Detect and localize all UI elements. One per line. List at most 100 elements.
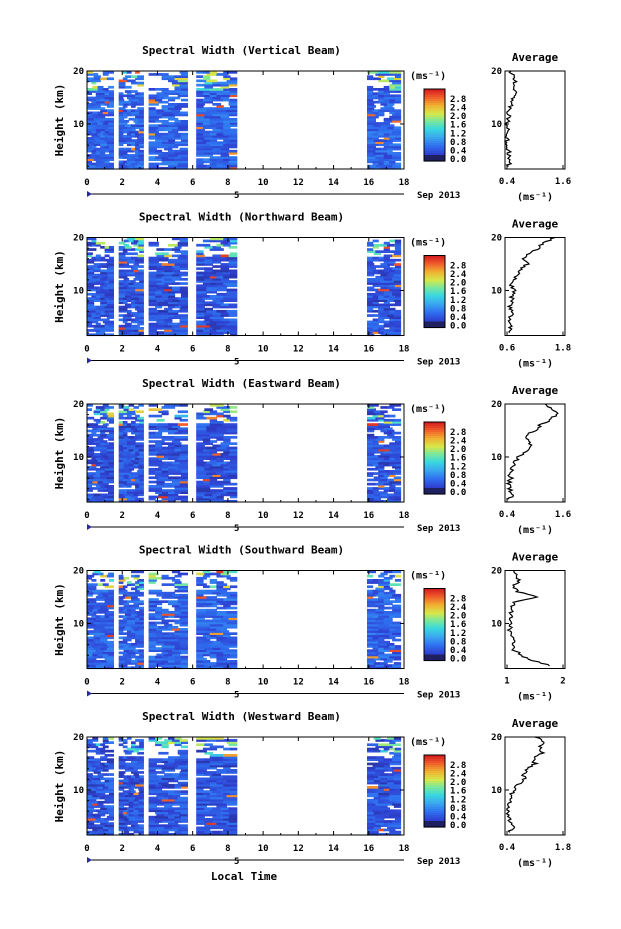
heatmap-cell	[394, 647, 402, 650]
heatmap-cell	[387, 642, 395, 646]
heatmap-cell	[367, 660, 376, 663]
heatmap-cell	[133, 779, 139, 783]
heatmap-cell	[196, 320, 204, 324]
heatmap-cell	[202, 585, 211, 589]
heatmap-cell	[148, 152, 163, 155]
heatmap-cell	[367, 280, 375, 283]
heatmap-cell	[95, 617, 106, 621]
heatmap-cell	[383, 576, 393, 580]
heatmap-cell	[367, 798, 379, 802]
heatmap-cell	[392, 790, 402, 793]
heatmap-cell	[196, 638, 204, 642]
heatmap-cell	[216, 292, 228, 296]
heatmap-cell	[92, 273, 99, 277]
heatmap-cell	[367, 448, 379, 452]
heatmap-cell	[164, 248, 173, 251]
heatmap-cell	[155, 830, 163, 834]
heatmap-cell	[378, 653, 390, 657]
heatmap-cell	[137, 137, 144, 140]
heatmap-cell	[118, 474, 125, 477]
heatmap-cell	[126, 617, 132, 621]
colorbar-floor	[424, 654, 445, 661]
heatmap-cell	[209, 90, 218, 93]
heatmap-cell	[122, 786, 128, 789]
heatmap-cell	[148, 790, 156, 793]
heatmap-cell	[161, 596, 176, 599]
heatmap-cell	[97, 85, 104, 89]
heatmap-cell	[373, 147, 381, 151]
heatmap-cell	[87, 803, 93, 806]
heatmap-cell	[196, 75, 204, 78]
heatmap-cell	[131, 769, 138, 772]
heatmap-cell	[171, 570, 181, 574]
heatmap-cell	[179, 299, 188, 302]
heatmap-cell	[216, 636, 228, 640]
heatmap-cell	[212, 572, 222, 576]
avg-y-tick-label: 20	[491, 567, 502, 577]
heatmap-cell	[212, 260, 222, 264]
heatmap-cell	[367, 331, 374, 334]
heatmap-cell	[389, 94, 396, 98]
heatmap-cell	[118, 809, 125, 813]
heatmap-cell	[161, 115, 176, 119]
heatmap-cell	[394, 489, 402, 492]
heatmap-cell	[87, 651, 93, 655]
heatmap-cell	[148, 822, 159, 825]
heatmap-cell	[367, 429, 375, 433]
heatmap-cell	[108, 427, 114, 431]
avg-x-tick-label: 1	[504, 677, 509, 687]
heatmap-cell	[118, 98, 125, 102]
heatmap-cell	[223, 295, 238, 298]
heatmap-cell	[373, 459, 381, 463]
heatmap-cell	[122, 299, 128, 302]
heatmap-cell	[161, 152, 176, 155]
heatmap-cell	[100, 145, 106, 149]
heatmap-cell	[177, 465, 188, 469]
heatmap-cell	[383, 145, 393, 149]
heatmap-cell	[87, 271, 95, 275]
heatmap-cell	[148, 113, 163, 117]
heatmap-cell	[168, 786, 176, 789]
heatmap-cell	[378, 645, 385, 648]
heatmap-cell	[196, 425, 207, 428]
heatmap-cell	[220, 115, 230, 119]
heatmap-cell	[161, 800, 176, 804]
heatmap-cell	[375, 822, 385, 825]
heatmap-cell	[375, 803, 385, 806]
heatmap-cell	[367, 92, 374, 95]
heatmap-cell	[122, 71, 128, 74]
heatmap-cell	[87, 798, 97, 802]
heatmap-cell	[204, 154, 213, 157]
heatmap-cell	[138, 832, 144, 836]
heatmap-cell	[196, 263, 205, 266]
heatmap-cell	[223, 414, 231, 418]
heatmap-cell	[118, 459, 124, 463]
heatmap-cell	[97, 800, 104, 804]
heatmap-cell	[91, 134, 97, 138]
heatmap-cell	[174, 132, 182, 136]
colorbar-segment	[424, 608, 445, 612]
heatmap-cell	[226, 662, 238, 665]
heatmap-cell	[124, 137, 132, 140]
heatmap-cell	[133, 749, 139, 753]
heatmap-cell	[389, 455, 402, 458]
heatmap-cell	[161, 412, 169, 416]
heatmap-cell	[223, 809, 238, 813]
heatmap-cell	[174, 574, 182, 578]
x-tick-label: 8	[225, 345, 230, 355]
heatmap-cell	[389, 297, 402, 300]
heatmap-cell	[179, 147, 188, 151]
heatmap-cell	[202, 653, 211, 657]
heatmap-cell	[229, 788, 238, 791]
heatmap-cell	[118, 589, 124, 593]
heatmap-cell	[367, 166, 375, 170]
heatmap-cell	[161, 448, 169, 452]
heatmap-cell	[174, 596, 188, 599]
heatmap-cell	[196, 258, 205, 262]
heatmap-cell	[128, 777, 135, 781]
heatmap-cell	[161, 141, 169, 144]
heatmap-cell	[212, 790, 222, 793]
heatmap-cell	[128, 800, 135, 804]
heatmap-cell	[131, 608, 136, 612]
heatmap-cell	[216, 788, 224, 791]
